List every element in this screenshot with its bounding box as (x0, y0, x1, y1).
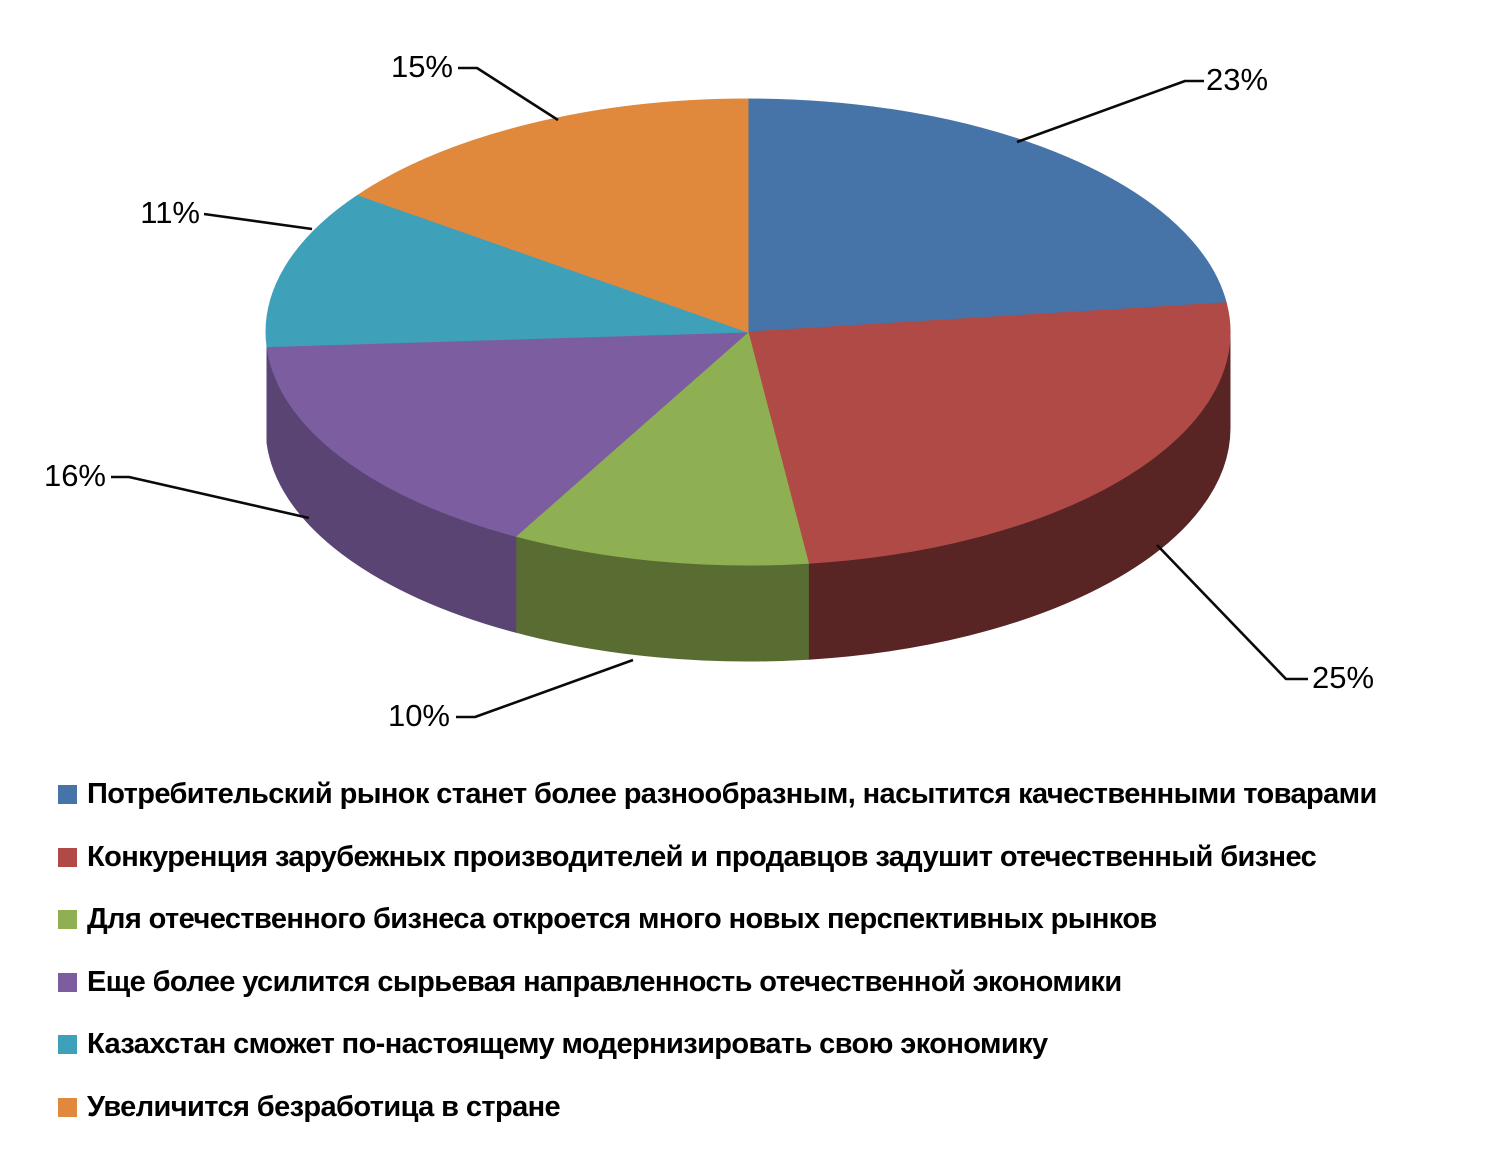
legend-swatch-green (58, 910, 77, 930)
legend-swatch-teal (58, 1035, 77, 1055)
percent-label-slice-0: 23% (1206, 62, 1268, 97)
legend-item-4: Казахстан сможет по-настоящему модернизи… (58, 1028, 1478, 1091)
leader-line-10 (456, 658, 634, 719)
pie-slice-5 (356, 98, 749, 333)
pie-slice-2 (514, 331, 810, 566)
legend-item-0: Потребительский рынок станет более разно… (58, 778, 1478, 841)
percent-label-slice-1: 25% (1312, 660, 1374, 695)
legend-item-3: Еще более усилится сырьевая направленнос… (58, 966, 1478, 1029)
legend: Потребительский рынок станет более разно… (58, 778, 1478, 1154)
leader-line-23 (1016, 79, 1204, 144)
leader-line-16 (111, 475, 310, 520)
percent-label-slice-5: 15% (391, 49, 453, 84)
pie-slice-4 (265, 194, 749, 348)
legend-item-1: Конкуренция зарубежных производителей и … (58, 841, 1478, 904)
legend-label: Потребительский рынок станет более разно… (87, 778, 1377, 810)
legend-item-2: Для отечественного бизнеса откроется мно… (58, 903, 1478, 966)
pie-slice-1 (747, 302, 1231, 564)
legend-item-5: Увеличится безработица в стране (58, 1091, 1478, 1154)
leader-line-15 (458, 66, 559, 122)
percent-label-slice-2: 10% (388, 698, 450, 733)
legend-swatch-purple (58, 972, 77, 992)
pie-slices (265, 98, 1231, 566)
legend-label: Еще более усилится сырьевая направленнос… (87, 965, 1122, 998)
percent-label-slice-4: 11% (140, 195, 200, 230)
legend-label: Конкуренция зарубежных производителей и … (87, 840, 1317, 873)
leader-line-25 (1156, 544, 1308, 681)
legend-swatch-orange (58, 1097, 77, 1117)
legend-label: Для отечественного бизнеса откроется мно… (87, 903, 1157, 936)
percent-labels: 23% 25% 10% 16% 11% 15% (44, 49, 1374, 733)
pie-slice-0 (747, 98, 1227, 333)
legend-label: Казахстан сможет по-настоящему модернизи… (87, 1028, 1048, 1061)
legend-swatch-blue (58, 785, 77, 804)
percent-label-slice-3: 16% (44, 458, 106, 493)
legend-swatch-red (58, 847, 77, 867)
label-leader-lines (111, 66, 1308, 719)
legend-label: Увеличится безработица в стране (87, 1090, 561, 1123)
pie-chart: 23% 25% 10% 16% 11% 15% (44, 49, 1374, 733)
leader-line-11 (203, 212, 313, 231)
pie-slice-3 (266, 331, 750, 537)
